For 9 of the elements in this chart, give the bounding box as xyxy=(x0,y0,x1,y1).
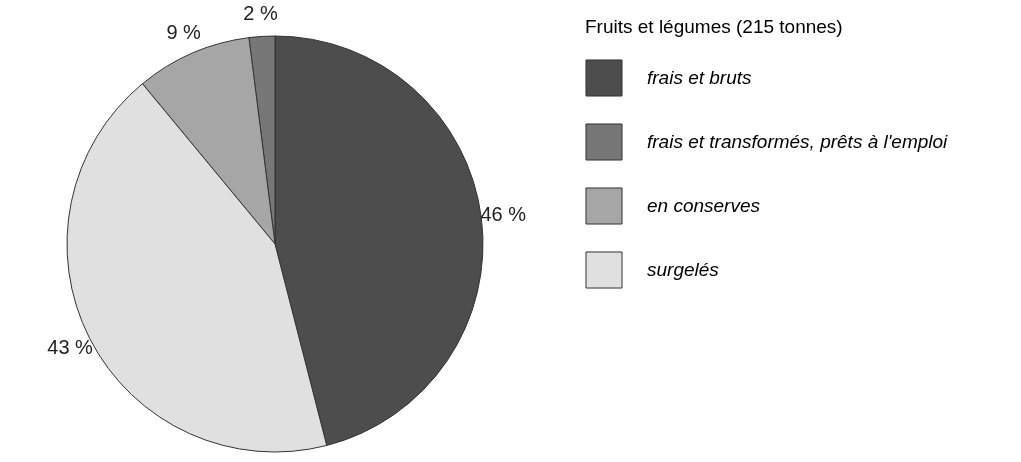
legend-label: surgelés xyxy=(647,259,720,280)
data-label: 9 % xyxy=(166,20,202,43)
legend-label: frais et bruts xyxy=(647,67,753,88)
data-label: 46 % xyxy=(480,203,527,226)
legend-label: en conserves xyxy=(647,195,761,216)
data-label: 43 % xyxy=(47,336,94,359)
legend-title: Fruits et légumes (215 tonnes) xyxy=(585,16,843,37)
legend-label: frais et transformés, prêts à l'emploi xyxy=(647,131,949,152)
data-label: 2 % xyxy=(243,2,278,25)
